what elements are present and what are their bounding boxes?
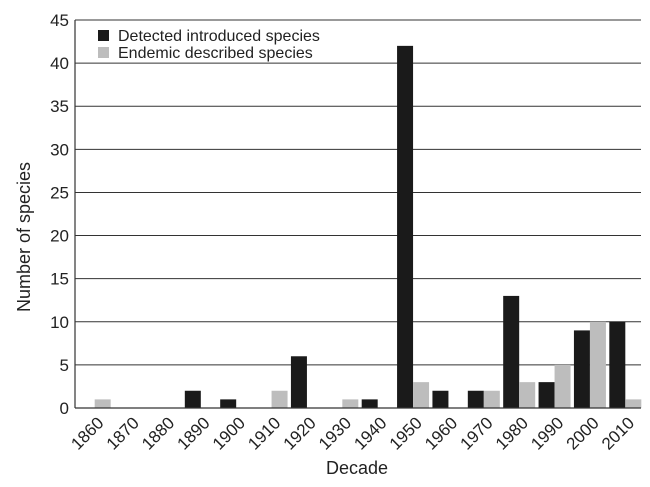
y-axis-title: Number of species <box>14 162 34 312</box>
bar-introduced-1900 <box>220 399 237 408</box>
bar-endemic-1970 <box>483 390 500 408</box>
bar-introduced-1970 <box>467 390 484 408</box>
bar-endemic-1990 <box>554 364 571 408</box>
bar-introduced-1950 <box>397 45 414 408</box>
x-tick-label-1940: 1940 <box>350 413 390 453</box>
legend-label-introduced: Detected introduced species <box>118 28 320 45</box>
y-tick-label-10: 10 <box>50 313 69 332</box>
x-tick-label-1960: 1960 <box>421 413 461 453</box>
x-tick-label-1880: 1880 <box>138 413 178 453</box>
x-tick-label-1860: 1860 <box>67 413 107 453</box>
bar-introduced-1990 <box>538 382 555 408</box>
axes <box>74 20 641 409</box>
bar-endemic-1910 <box>271 390 288 408</box>
legend: Detected introduced species Endemic desc… <box>98 28 320 62</box>
bar-endemic-1980 <box>519 382 536 408</box>
x-tick-label-2010: 2010 <box>598 413 638 453</box>
y-tick-label-25: 25 <box>50 183 69 202</box>
y-tick-label-5: 5 <box>60 356 69 375</box>
x-tick-label-1920: 1920 <box>280 413 320 453</box>
y-tick-label-40: 40 <box>50 54 69 73</box>
y-tick-label-0: 0 <box>60 399 69 418</box>
x-axis-title: Decade <box>326 458 388 478</box>
x-tick-label-1990: 1990 <box>527 413 567 453</box>
x-tick-label-1870: 1870 <box>103 413 143 453</box>
legend-swatch-introduced <box>98 30 109 41</box>
bars <box>94 45 642 408</box>
y-tick-label-15: 15 <box>50 270 69 289</box>
bar-endemic-2000 <box>589 321 606 408</box>
x-tick-label-1910: 1910 <box>244 413 284 453</box>
x-tick-label-1890: 1890 <box>173 413 213 453</box>
x-tick-label-1900: 1900 <box>209 413 249 453</box>
x-tick-label-1980: 1980 <box>492 413 532 453</box>
bar-introduced-1980 <box>503 295 520 408</box>
y-tick-labels: 0 5 10 15 20 25 30 35 40 45 <box>50 11 69 418</box>
bar-introduced-2000 <box>573 330 590 408</box>
x-tick-label-1930: 1930 <box>315 413 355 453</box>
legend-swatch-endemic <box>98 47 109 58</box>
x-tick-label-1970: 1970 <box>456 413 496 453</box>
legend-label-endemic: Endemic described species <box>118 45 313 62</box>
x-tick-label-1950: 1950 <box>386 413 426 453</box>
bar-endemic-1860 <box>94 399 111 408</box>
y-tick-label-30: 30 <box>50 140 69 159</box>
bar-introduced-1940 <box>361 399 378 408</box>
bar-endemic-1950 <box>413 382 430 408</box>
y-tick-label-35: 35 <box>50 97 69 116</box>
y-tick-label-20: 20 <box>50 227 69 246</box>
x-tick-labels: 1860187018801890190019101920193019401950… <box>67 413 638 453</box>
x-tick-label-2000: 2000 <box>563 413 603 453</box>
bar-introduced-1960 <box>432 390 449 408</box>
bar-introduced-1920 <box>290 356 307 408</box>
bar-endemic-1930 <box>342 399 359 408</box>
bar-introduced-2010 <box>609 321 626 408</box>
gridlines <box>75 19 641 366</box>
bar-introduced-1890 <box>184 390 201 408</box>
bar-endemic-2010 <box>625 399 642 408</box>
y-tick-label-45: 45 <box>50 11 69 30</box>
